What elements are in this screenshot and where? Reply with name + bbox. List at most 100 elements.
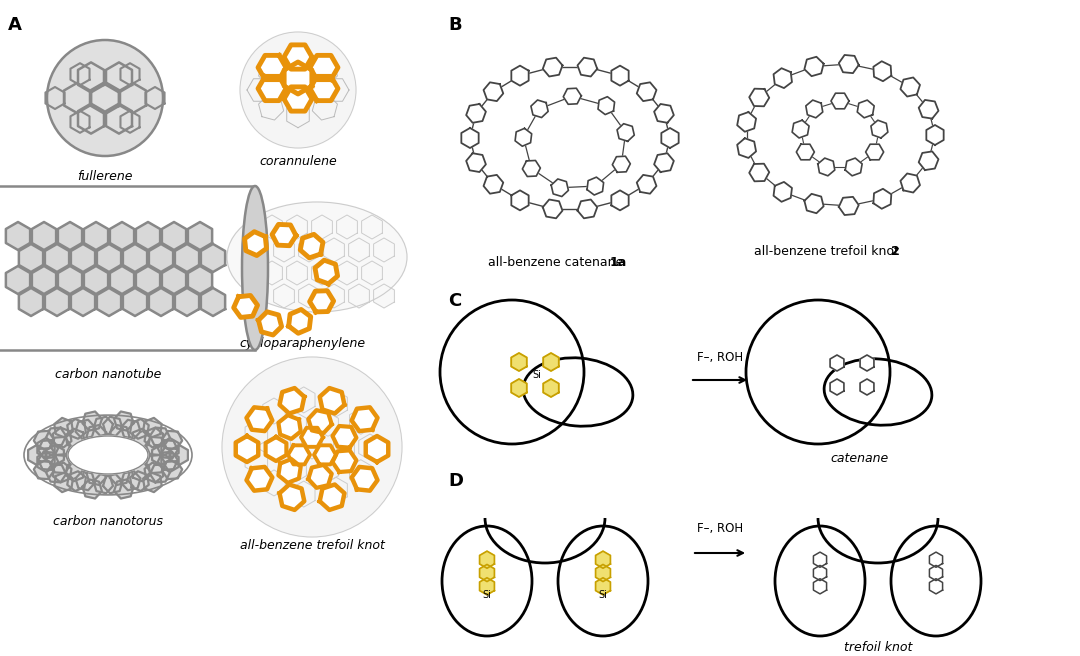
Polygon shape (337, 215, 357, 239)
Polygon shape (866, 144, 883, 160)
Polygon shape (461, 128, 478, 148)
Polygon shape (374, 284, 394, 308)
Polygon shape (33, 461, 54, 479)
Polygon shape (110, 266, 134, 294)
Polygon shape (325, 478, 348, 503)
Polygon shape (258, 55, 286, 79)
Polygon shape (51, 437, 70, 455)
Polygon shape (285, 458, 307, 482)
Polygon shape (266, 437, 286, 461)
Polygon shape (58, 222, 82, 250)
Text: 1a: 1a (609, 256, 626, 269)
Polygon shape (86, 466, 106, 485)
Polygon shape (136, 222, 160, 250)
Polygon shape (245, 420, 268, 447)
Polygon shape (738, 112, 756, 132)
Polygon shape (162, 222, 186, 250)
Polygon shape (121, 111, 139, 133)
Polygon shape (273, 238, 295, 262)
Polygon shape (103, 474, 122, 493)
Polygon shape (285, 412, 307, 436)
Polygon shape (919, 152, 939, 170)
Polygon shape (523, 161, 540, 176)
Polygon shape (53, 428, 71, 447)
Polygon shape (831, 93, 849, 109)
Polygon shape (930, 552, 943, 567)
Polygon shape (927, 125, 944, 145)
Polygon shape (362, 215, 382, 239)
Polygon shape (67, 419, 86, 439)
Polygon shape (45, 87, 65, 109)
Polygon shape (158, 452, 178, 470)
Polygon shape (279, 459, 300, 483)
Polygon shape (54, 418, 72, 438)
Polygon shape (813, 552, 826, 567)
Polygon shape (773, 182, 792, 202)
Polygon shape (511, 353, 527, 371)
Polygon shape (860, 379, 874, 395)
Polygon shape (287, 102, 309, 128)
Ellipse shape (824, 359, 932, 425)
Polygon shape (543, 353, 558, 371)
Polygon shape (595, 578, 610, 595)
Polygon shape (325, 391, 348, 417)
Polygon shape (349, 238, 369, 262)
Text: all-benzene trefoil knot: all-benzene trefoil knot (754, 245, 903, 258)
Polygon shape (930, 565, 943, 581)
Text: carbon nanotorus: carbon nanotorus (53, 515, 163, 528)
Polygon shape (484, 175, 503, 194)
Polygon shape (350, 460, 372, 485)
Polygon shape (287, 52, 309, 78)
Ellipse shape (523, 358, 633, 426)
Circle shape (48, 40, 163, 156)
Text: D: D (448, 472, 463, 490)
Polygon shape (870, 120, 888, 138)
Polygon shape (162, 461, 183, 479)
Polygon shape (71, 288, 95, 316)
Polygon shape (588, 177, 604, 195)
Polygon shape (121, 420, 140, 439)
Polygon shape (103, 417, 122, 436)
Polygon shape (831, 355, 843, 371)
Polygon shape (301, 435, 323, 459)
Polygon shape (149, 244, 173, 272)
Text: B: B (448, 16, 461, 34)
Text: 2: 2 (891, 245, 900, 258)
Text: C: C (448, 292, 461, 310)
Polygon shape (617, 124, 634, 141)
Polygon shape (123, 244, 147, 272)
Text: F–, ROH: F–, ROH (697, 351, 743, 364)
Polygon shape (121, 63, 139, 85)
Polygon shape (110, 222, 134, 250)
Polygon shape (262, 470, 285, 496)
Polygon shape (480, 578, 495, 595)
Polygon shape (349, 284, 369, 308)
Ellipse shape (891, 526, 981, 636)
Polygon shape (285, 75, 311, 98)
Polygon shape (247, 79, 273, 101)
Polygon shape (114, 411, 134, 430)
Polygon shape (46, 428, 66, 445)
Polygon shape (312, 261, 333, 285)
Polygon shape (919, 100, 939, 119)
Polygon shape (366, 436, 388, 462)
Polygon shape (162, 266, 186, 294)
Polygon shape (858, 100, 874, 118)
Polygon shape (661, 128, 678, 148)
Polygon shape (188, 266, 212, 294)
Polygon shape (480, 564, 495, 582)
Polygon shape (258, 60, 284, 85)
Polygon shape (846, 158, 862, 176)
Polygon shape (70, 111, 90, 133)
Polygon shape (511, 66, 529, 86)
Polygon shape (637, 82, 657, 101)
Polygon shape (272, 224, 296, 246)
Polygon shape (38, 452, 58, 470)
Polygon shape (805, 194, 824, 213)
Polygon shape (738, 138, 756, 158)
Polygon shape (161, 452, 178, 472)
Polygon shape (244, 232, 267, 256)
Polygon shape (839, 55, 859, 73)
Ellipse shape (242, 186, 268, 350)
Polygon shape (106, 62, 132, 92)
